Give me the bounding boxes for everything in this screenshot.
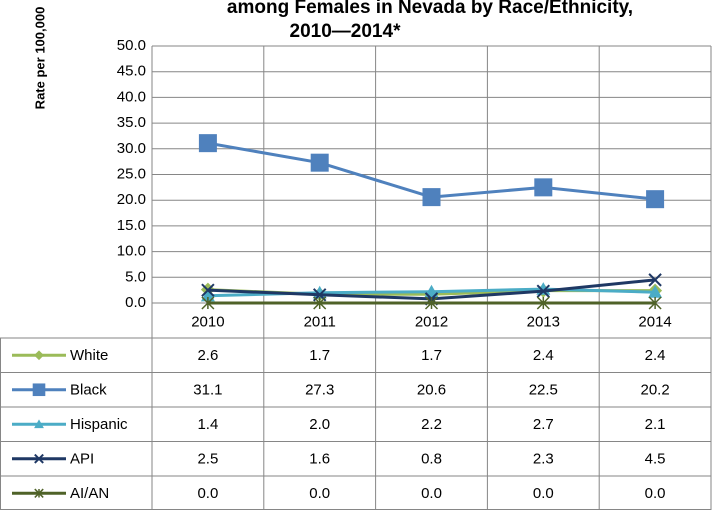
marker (310, 153, 329, 172)
table-value: 2.7 (533, 416, 554, 433)
y-tick-label: 45.0 (117, 63, 146, 80)
marker (198, 134, 217, 153)
y-tick-label: 25.0 (117, 165, 146, 182)
y-tick-label: 35.0 (117, 114, 146, 131)
table-value: 1.4 (197, 416, 218, 433)
marker (536, 284, 551, 298)
marker (32, 383, 46, 397)
y-tick-label: 50.0 (117, 37, 146, 54)
x-tick-label: 2011 (304, 313, 336, 330)
y-tick-label: 0.0 (125, 294, 146, 311)
marker (648, 285, 663, 298)
table-value: 2.0 (309, 416, 330, 433)
table-value: 0.0 (309, 485, 330, 502)
marker (648, 273, 662, 287)
y-tick-label: 15.0 (117, 217, 146, 234)
marker (422, 188, 441, 207)
x-tick-label: 2012 (415, 313, 448, 330)
legend-marker (34, 350, 44, 361)
table-value: 2.3 (533, 451, 554, 468)
marker (646, 190, 665, 209)
legend-marker (34, 419, 44, 429)
marker (534, 178, 553, 197)
y-tick-label: 40.0 (117, 88, 146, 105)
legend-label: Black (70, 382, 107, 399)
legend-marker (34, 488, 44, 498)
marker (201, 283, 215, 297)
legend-label: White (70, 347, 108, 364)
marker (201, 296, 215, 310)
table-value: 2.1 (645, 416, 666, 433)
marker (34, 419, 44, 429)
table-value: 2.4 (533, 347, 554, 364)
table-value: 0.8 (421, 451, 442, 468)
table-value: 2.4 (645, 347, 666, 364)
marker (34, 488, 44, 498)
table-value: 4.5 (645, 451, 666, 468)
table-value: 0.0 (645, 485, 666, 502)
marker (313, 296, 327, 310)
table-value: 1.7 (421, 347, 442, 364)
x-tick-label: 2013 (527, 313, 560, 330)
y-tick-label: 10.0 (117, 243, 146, 260)
y-tick-label: 5.0 (125, 268, 146, 285)
x-tick-label: 2014 (638, 313, 671, 330)
legend-marker (32, 383, 46, 397)
legend-label: Hispanic (70, 416, 128, 433)
legend-marker (34, 453, 44, 464)
table-value: 20.6 (417, 382, 446, 399)
y-tick-label: 30.0 (117, 140, 146, 157)
table-value: 1.6 (309, 451, 330, 468)
table-value: 1.7 (309, 347, 330, 364)
marker (424, 296, 439, 310)
chart-title: 2010—2014* (290, 21, 402, 42)
x-tick-label: 2010 (191, 313, 224, 330)
table-value: 0.0 (421, 485, 442, 502)
table-value: 0.0 (533, 485, 554, 502)
table-value: 31.1 (193, 382, 222, 399)
table-value: 2.6 (197, 347, 218, 364)
table-value: 20.2 (640, 382, 669, 399)
chart-title: among Females in Nevada by Race/Ethnicit… (227, 0, 633, 18)
marker (536, 296, 550, 310)
table-value: 0.0 (197, 485, 218, 502)
legend-label: API (70, 451, 94, 468)
legend-label: AI/AN (70, 485, 109, 502)
marker (34, 453, 44, 464)
y-axis-label: Rate per 100,000 (32, 7, 47, 110)
marker (648, 296, 662, 310)
table-value: 2.5 (197, 451, 218, 468)
marker (200, 288, 215, 302)
table-value: 27.3 (305, 382, 334, 399)
marker (34, 350, 44, 361)
table-value: 22.5 (529, 382, 558, 399)
table-value: 2.2 (421, 416, 442, 433)
y-tick-label: 20.0 (117, 191, 146, 208)
